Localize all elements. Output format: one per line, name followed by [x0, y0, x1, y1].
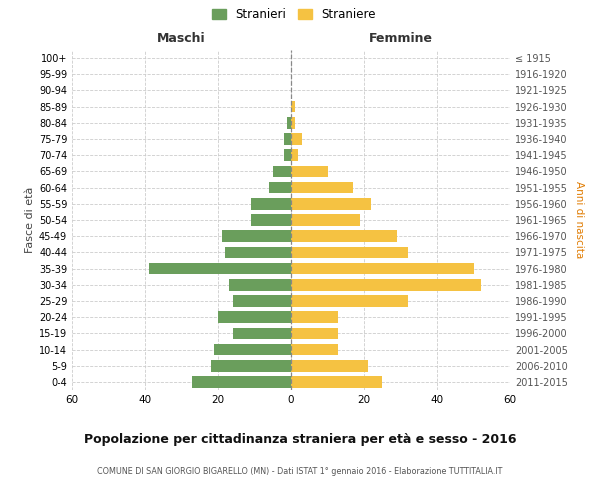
Bar	[291, 133, 302, 145]
Bar	[291, 182, 353, 194]
Bar	[291, 214, 361, 226]
Bar	[291, 328, 338, 339]
Text: Popolazione per cittadinanza straniera per età e sesso - 2016: Popolazione per cittadinanza straniera p…	[84, 432, 516, 446]
Bar	[221, 230, 291, 242]
Text: Femmine: Femmine	[368, 32, 433, 45]
Text: Maschi: Maschi	[157, 32, 206, 45]
Bar	[284, 133, 291, 145]
Bar	[226, 246, 291, 258]
Bar	[284, 150, 291, 161]
Bar	[291, 312, 338, 323]
Bar	[291, 344, 338, 355]
Bar	[291, 101, 295, 112]
Bar	[287, 117, 291, 128]
Bar	[251, 214, 291, 226]
Bar	[149, 262, 291, 274]
Bar	[291, 295, 408, 307]
Bar	[291, 166, 328, 177]
Bar	[291, 360, 368, 372]
Bar	[291, 246, 408, 258]
Bar	[291, 279, 481, 290]
Bar	[273, 166, 291, 177]
Bar	[291, 150, 298, 161]
Bar	[233, 295, 291, 307]
Bar	[291, 230, 397, 242]
Legend: Stranieri, Straniere: Stranieri, Straniere	[209, 6, 379, 24]
Bar	[211, 360, 291, 372]
Bar	[214, 344, 291, 355]
Bar	[291, 262, 473, 274]
Bar	[229, 279, 291, 290]
Bar	[233, 328, 291, 339]
Bar	[291, 376, 382, 388]
Bar	[218, 312, 291, 323]
Bar	[291, 198, 371, 209]
Y-axis label: Fasce di età: Fasce di età	[25, 187, 35, 253]
Bar	[193, 376, 291, 388]
Text: COMUNE DI SAN GIORGIO BIGARELLO (MN) - Dati ISTAT 1° gennaio 2016 - Elaborazione: COMUNE DI SAN GIORGIO BIGARELLO (MN) - D…	[97, 468, 503, 476]
Bar	[291, 117, 295, 128]
Bar	[269, 182, 291, 194]
Y-axis label: Anni di nascita: Anni di nascita	[574, 182, 584, 258]
Bar	[251, 198, 291, 209]
